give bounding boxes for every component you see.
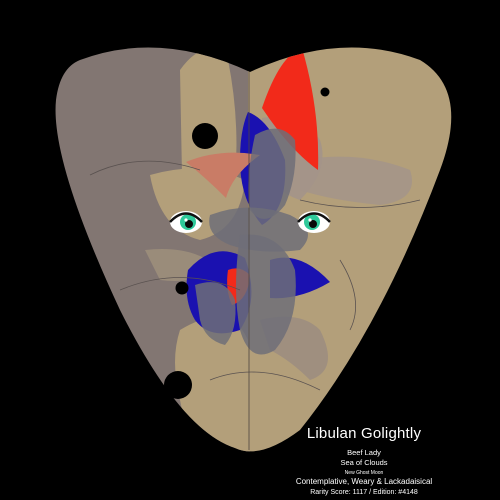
moon-phase: New Ghost Moon	[344, 470, 384, 476]
salmon-nose-shape	[186, 152, 260, 198]
gray-blob	[209, 207, 308, 252]
gray-shape	[300, 156, 412, 205]
outline-stroke	[89, 160, 201, 176]
red-shape	[262, 48, 319, 170]
trait-line-2: Sea of Clouds	[340, 458, 388, 467]
outline-stroke	[209, 371, 321, 391]
gray-blob	[248, 128, 296, 219]
black-dot	[175, 281, 189, 295]
black-dot	[164, 371, 192, 399]
outline-stroke	[339, 259, 356, 331]
left-eye	[169, 211, 203, 233]
outline-stroke	[119, 277, 241, 291]
right-eye	[297, 211, 331, 233]
mood-line: Contemplative, Weary & Lackadaisical	[295, 477, 433, 486]
black-dot	[320, 87, 330, 97]
character-name: Libulan Golightly	[306, 425, 422, 442]
black-dot	[192, 123, 218, 149]
outline-stroke	[299, 199, 421, 208]
rarity-edition: Rarity Score: 1117 / Edition: #4148	[310, 489, 418, 496]
gray-blob	[195, 282, 236, 345]
trait-line-1: Beef Lady	[347, 448, 381, 457]
gray-blob	[236, 234, 296, 355]
